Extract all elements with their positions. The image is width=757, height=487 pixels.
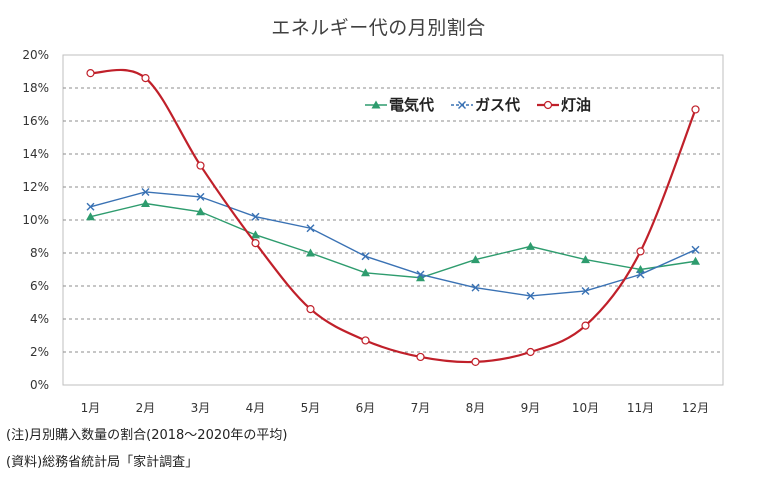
data-point (581, 286, 590, 295)
y-tick-label: 18% (22, 81, 49, 95)
x-tick-label: 1月 (81, 401, 101, 415)
data-point (526, 241, 535, 250)
data-point (361, 336, 370, 345)
x-tick-label: 4月 (246, 401, 266, 415)
data-point (691, 105, 700, 114)
data-point (251, 212, 260, 221)
chart-title: エネルギー代の月別割合 (271, 17, 486, 39)
y-tick-label: 4% (30, 312, 49, 326)
y-tick-label: 14% (22, 147, 49, 161)
series-group (86, 68, 700, 366)
data-point (416, 273, 425, 282)
x-tick-label: 12月 (682, 401, 709, 415)
data-point (251, 239, 260, 248)
x-tick-label: 11月 (627, 401, 654, 415)
data-point (141, 187, 150, 196)
footnote-note: (注)月別購入数量の割合(2018～2020年の平均) (6, 428, 288, 443)
data-point (636, 247, 645, 256)
y-tick-label: 2% (30, 345, 49, 359)
data-point (691, 245, 700, 254)
x-tick-label: 8月 (466, 401, 486, 415)
data-point (196, 207, 205, 216)
data-point (361, 268, 370, 277)
data-point (361, 252, 370, 261)
data-point (86, 212, 95, 221)
line-chart: 0% 2% 4% 6% 8% 10% 12% 14% 16% 18% 20% 1月 2月 3月 4月 5月 6… (22, 48, 724, 415)
x-tick-label: 10月 (572, 401, 599, 415)
y-tick-label: 20% (22, 48, 49, 62)
data-point (526, 347, 535, 357)
data-point (471, 283, 480, 292)
data-point (251, 230, 260, 239)
data-point (636, 265, 645, 273)
x-tick-label: 6月 (356, 401, 376, 415)
data-point (581, 255, 590, 264)
series-line (90, 202, 696, 279)
data-point (416, 352, 425, 362)
legend-item: 電気代 (365, 96, 434, 114)
legend-label: 灯油 (561, 96, 591, 114)
data-point (141, 73, 150, 83)
legend: 電気代 ガス代 灯油 (365, 96, 591, 114)
y-axis-ticks: 0% 2% 4% 6% 8% 10% 12% 14% 16% 18% 20% (22, 48, 49, 392)
y-tick-label: 10% (22, 213, 49, 227)
data-point (141, 199, 150, 207)
gridlines (63, 87, 723, 353)
x-tick-label: 5月 (301, 401, 321, 415)
series-line (90, 68, 697, 364)
x-axis-ticks: 1月 2月 3月 4月 5月 6月 7月 8月 9月 10月 11月 12月 (81, 401, 709, 415)
legend-item: 灯油 (537, 96, 591, 114)
data-point (196, 161, 205, 170)
y-tick-label: 16% (22, 114, 49, 128)
data-point (306, 248, 315, 257)
x-tick-label: 7月 (411, 401, 431, 415)
data-point (306, 224, 315, 233)
x-tick-label: 9月 (521, 401, 541, 415)
data-point (636, 270, 645, 279)
data-point (86, 202, 95, 211)
data-point (471, 255, 480, 264)
series-2 (86, 187, 700, 300)
data-point (691, 256, 700, 265)
data-point (416, 270, 425, 279)
data-point (196, 192, 205, 201)
legend-marker (543, 100, 553, 110)
data-point (306, 305, 315, 314)
y-tick-label: 8% (30, 246, 49, 260)
data-point (86, 69, 95, 78)
data-point (526, 291, 535, 300)
y-tick-label: 6% (30, 279, 49, 293)
legend-item: ガス代 (451, 96, 520, 114)
data-point (471, 357, 480, 366)
footnote-source: (資料)総務省統計局「家計調査」 (6, 455, 199, 470)
x-tick-label: 3月 (191, 401, 211, 415)
y-tick-label: 12% (22, 180, 49, 194)
series-1 (86, 199, 700, 282)
legend-label: 電気代 (389, 96, 434, 114)
data-point (581, 321, 590, 330)
y-tick-label: 0% (30, 378, 49, 392)
series-3 (86, 68, 700, 366)
x-tick-label: 2月 (136, 401, 156, 415)
legend-marker (371, 100, 381, 109)
legend-marker (458, 101, 466, 109)
legend-label: ガス代 (475, 96, 520, 114)
series-line (90, 191, 696, 297)
